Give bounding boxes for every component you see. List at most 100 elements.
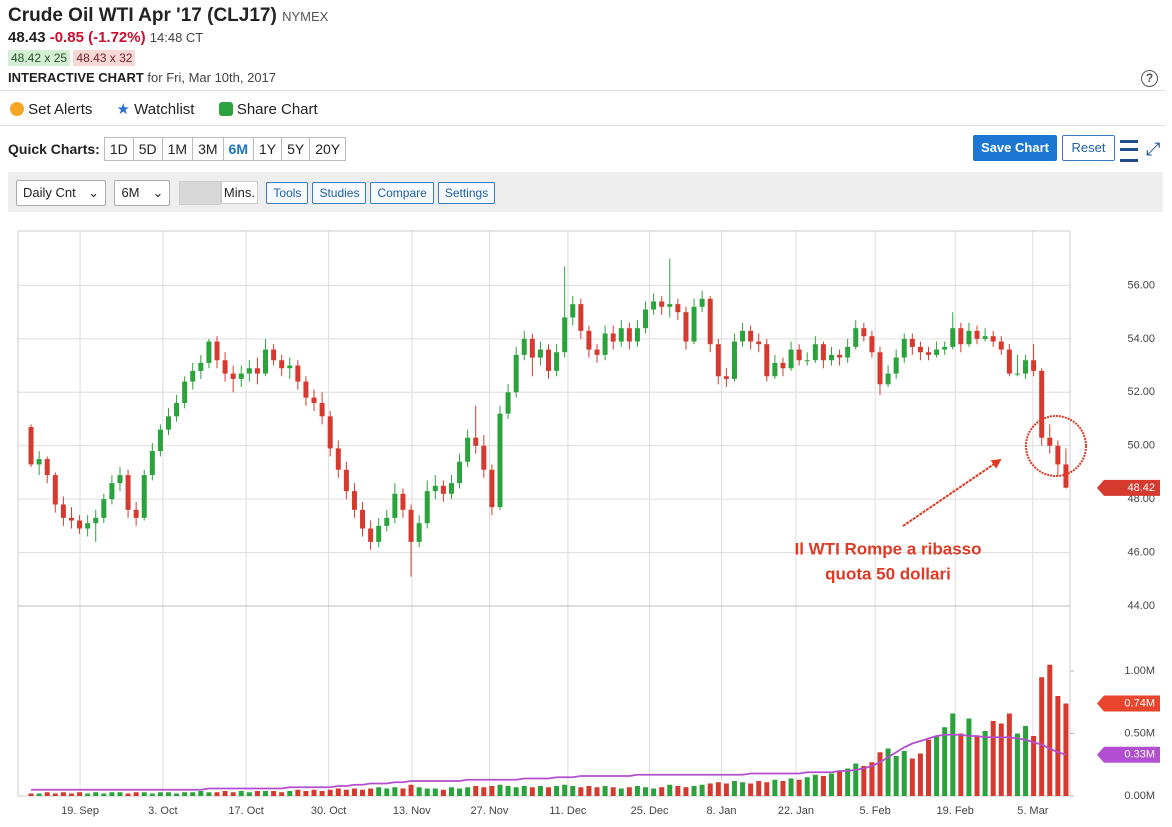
range-button[interactable]: 1Y	[252, 137, 283, 161]
range-button[interactable]: 3M	[192, 137, 224, 161]
menu-icon[interactable]	[1120, 140, 1138, 162]
volume-bar	[990, 721, 996, 796]
volume-bar	[780, 781, 786, 796]
volume-bar	[497, 784, 503, 796]
candle-body	[731, 341, 737, 379]
compare[interactable]: Compare	[370, 182, 434, 204]
volume-bar	[731, 781, 737, 796]
candle-body	[263, 349, 269, 374]
range-select[interactable]: 6M ⌄	[114, 180, 171, 206]
y-tick-label: 52.00	[1127, 386, 1155, 398]
volume-bar	[934, 736, 940, 796]
candle-body	[85, 523, 91, 529]
volume-bar	[610, 787, 616, 796]
candle-body	[36, 459, 42, 465]
range-button[interactable]: 20Y	[309, 137, 347, 161]
x-tick-label: 5. Feb	[860, 805, 891, 817]
volume-bar	[675, 786, 681, 796]
chart-label: INTERACTIVE CHART for Fri, Mar 10th, 201…	[8, 70, 276, 85]
candle-body	[481, 445, 487, 470]
set-alerts[interactable]: Set Alerts	[28, 101, 93, 118]
candle-body	[206, 341, 212, 363]
save-chart[interactable]: Save Chart	[973, 135, 1057, 161]
volume-bar	[1063, 703, 1069, 796]
last-value-flag	[1097, 746, 1160, 763]
volume-bar	[812, 774, 818, 796]
range-button[interactable]: 5D	[132, 137, 163, 161]
minutes-input[interactable]	[178, 180, 221, 205]
candle-body	[214, 341, 220, 361]
candle-body	[958, 328, 964, 345]
tools[interactable]: Tools	[266, 182, 309, 204]
candle-body	[1014, 373, 1020, 375]
volume-bar	[327, 789, 333, 796]
range-button[interactable]: 1D	[103, 137, 134, 161]
candle-body	[845, 346, 851, 358]
candle-body	[804, 360, 810, 362]
candle-body	[44, 459, 50, 476]
candle-body	[1039, 370, 1045, 438]
candle-body	[165, 416, 171, 430]
annotation: Il WTI Rompe a ribasso	[794, 539, 981, 558]
candle-body	[529, 338, 535, 358]
candle-body	[230, 373, 236, 379]
volume-bar	[837, 771, 843, 796]
volume-bar	[683, 787, 689, 796]
candle-body	[271, 349, 277, 361]
candle-body	[440, 485, 446, 494]
volume-bar	[926, 739, 932, 796]
volume-bar	[263, 791, 269, 796]
watchlist[interactable]: Watchlist	[134, 101, 195, 118]
volume-bar	[77, 792, 83, 796]
candle-body	[149, 451, 155, 476]
volume-bar	[400, 788, 406, 796]
candle-body	[570, 304, 576, 318]
candle-body	[578, 304, 584, 331]
settings[interactable]: Settings	[437, 182, 496, 204]
help[interactable]: ?	[1141, 70, 1158, 87]
candle-body	[885, 373, 891, 385]
divider	[0, 90, 1165, 91]
candle-body	[141, 475, 147, 518]
candle-body	[982, 336, 988, 339]
range-button[interactable]: 5Y	[281, 137, 311, 161]
volume-bar	[788, 778, 794, 796]
volume-bar	[376, 787, 382, 796]
candle-body	[1055, 445, 1061, 465]
studies[interactable]: Studies	[312, 182, 367, 204]
share-chart[interactable]: Share Chart	[236, 101, 318, 118]
expand-icon[interactable]: ⤢	[1146, 139, 1161, 159]
candle-body	[683, 312, 689, 342]
volume-bar	[659, 787, 665, 796]
candle-body	[279, 360, 285, 369]
volume-bar	[230, 792, 236, 796]
reset[interactable]: Reset	[1062, 135, 1115, 161]
candle-body	[780, 362, 786, 369]
range-button[interactable]: 1M	[161, 137, 194, 161]
candle-body	[28, 427, 34, 465]
candle-body	[1023, 360, 1029, 374]
candle-body	[238, 373, 244, 379]
volume-bar	[271, 791, 277, 796]
candle-body	[392, 493, 398, 518]
candle-body	[950, 328, 956, 347]
interval-select[interactable]: Daily Cnt ⌄	[16, 180, 106, 206]
volume-bar	[182, 792, 188, 796]
candle-body	[157, 429, 163, 452]
volume-bar	[157, 792, 163, 796]
range-button[interactable]: 6M	[222, 137, 254, 161]
volume-bar	[756, 781, 762, 796]
volume-bar	[1014, 733, 1020, 796]
candle-body	[909, 338, 915, 347]
interval: Daily Cnt	[23, 185, 76, 200]
volume-bar	[473, 786, 479, 796]
volume-bar	[343, 789, 349, 796]
volume-bar	[133, 792, 139, 796]
volume-bar	[303, 791, 309, 796]
chart-date: for Fri, Mar 10th, 2017	[147, 70, 277, 85]
volume-bar	[521, 786, 527, 796]
candle-body	[295, 365, 301, 382]
volume-bar	[764, 782, 770, 796]
volume-bar	[198, 791, 204, 796]
volume-bar	[513, 787, 519, 796]
